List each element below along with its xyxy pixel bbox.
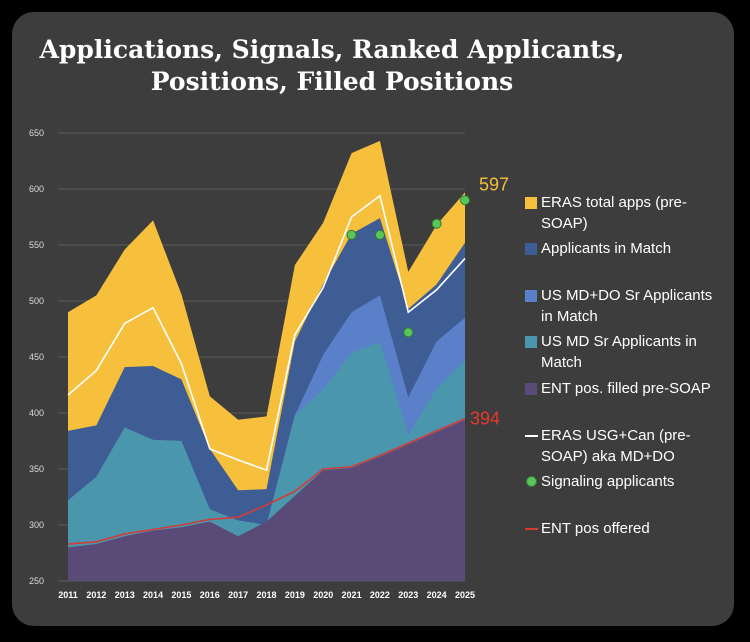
x-tick-label: 2025	[455, 590, 475, 600]
signaling-point	[460, 195, 470, 206]
legend-label-md-sr: US MD Sr Applicants in Match	[541, 333, 697, 371]
y-tick-label: 300	[29, 520, 44, 530]
legend-swatch-applicants-in-match	[525, 243, 537, 255]
signaling-point	[374, 229, 385, 240]
x-tick-label: 2018	[256, 590, 276, 600]
legend-label-eras-usg: ERAS USG+Can (pre-SOAP) aka MD+DO	[541, 427, 691, 465]
x-tick-label: 2017	[228, 590, 248, 600]
x-tick-label: 2021	[342, 590, 362, 600]
legend-label-applicants-in-match: Applicants in Match	[541, 240, 672, 257]
y-tick-label: 500	[29, 296, 44, 306]
signaling-point	[346, 229, 357, 240]
x-tick-label: 2014	[143, 590, 163, 600]
chart-title: Applications, Signals, Ranked Applicants…	[12, 34, 652, 98]
legend-swatch-md-do-sr	[525, 290, 537, 302]
legend-swatch-ent-filled	[525, 383, 537, 395]
x-tick-label: 2020	[313, 590, 333, 600]
legend-label-md-do-sr: US MD+DO Sr Applicants in Match	[541, 287, 713, 325]
area-ent-pos-filled-pre-soap	[68, 419, 465, 581]
x-tick-label: 2022	[370, 590, 390, 600]
x-tick-label: 2023	[398, 590, 418, 600]
y-tick-label: 400	[29, 408, 44, 418]
signaling-point	[431, 218, 442, 229]
legend-label-eras-total: ERAS total apps (pre-SOAP)	[541, 194, 687, 232]
annotation-total-apps: 597	[479, 174, 509, 194]
y-tick-label: 250	[29, 576, 44, 586]
x-tick-label: 2024	[427, 590, 447, 600]
legend-label-ent-offered: ENT pos offered	[541, 520, 650, 537]
legend-swatch-md-sr	[525, 336, 537, 348]
x-tick-label: 2012	[86, 590, 106, 600]
line-eras-usg-can-pre-soap-aka-md-do	[67, 194, 466, 472]
y-tick-label: 650	[29, 128, 44, 138]
x-tick-label: 2011	[58, 590, 78, 600]
title-line-1: Applications, Signals, Ranked Applicants…	[39, 35, 625, 64]
y-tick-label: 450	[29, 352, 44, 362]
annotation-filled-positions: 394	[470, 409, 500, 429]
x-tick-label: 2016	[200, 590, 220, 600]
x-tick-label: 2019	[285, 590, 305, 600]
x-tick-label: 2015	[171, 590, 191, 600]
legend-swatch-eras-total	[525, 197, 537, 209]
line-ent-pos-offered	[67, 417, 466, 545]
title-line-2: Positions, Filled Positions	[150, 67, 514, 96]
legend-label-ent-filled: ENT pos. filled pre-SOAP	[541, 380, 711, 397]
legend-line-eras-usg	[525, 435, 538, 437]
y-tick-label: 350	[29, 464, 44, 474]
legend-line-ent-offered	[525, 528, 538, 530]
legend-label-signaling: Signaling applicants	[541, 473, 675, 490]
y-tick-label: 600	[29, 184, 44, 194]
legend-dot-signaling	[526, 476, 537, 487]
y-tick-label: 550	[29, 240, 44, 250]
x-tick-label: 2013	[115, 590, 135, 600]
signaling-point	[403, 327, 414, 338]
